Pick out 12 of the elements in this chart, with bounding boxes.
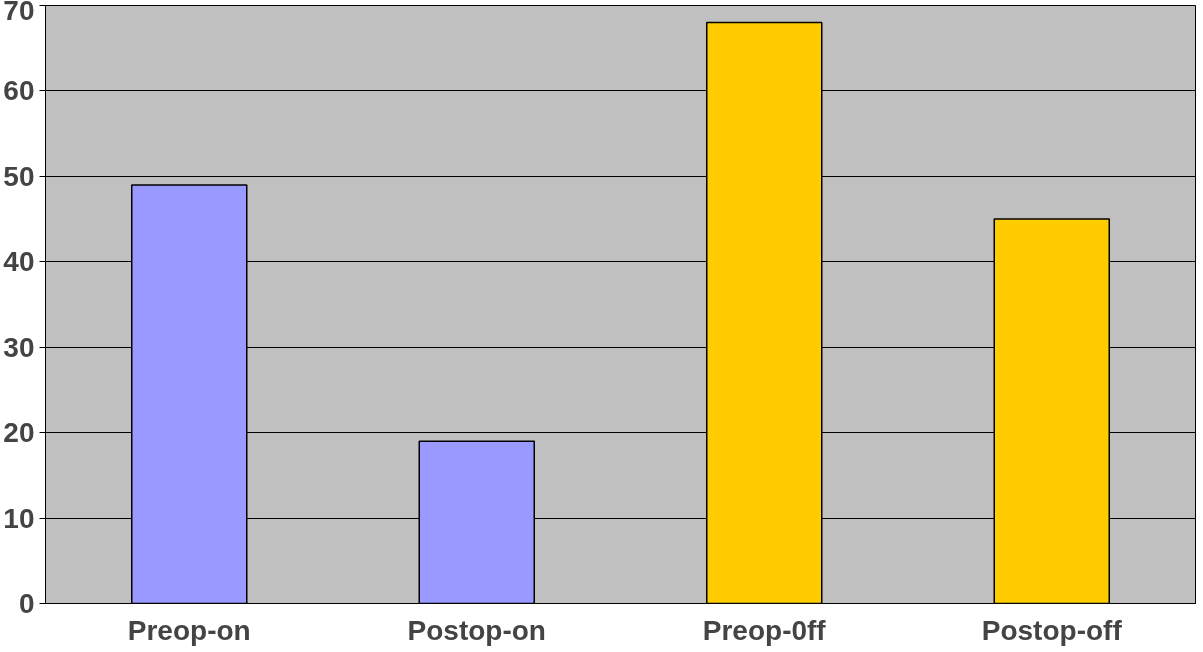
y-tick-label: 30 [3, 331, 35, 363]
x-tick-label: Postop-on [407, 614, 546, 646]
y-tick-label: 0 [18, 588, 35, 619]
y-tick-label: 60 [3, 75, 35, 107]
y-tick-label: 10 [3, 502, 35, 534]
y-tick-label: 20 [3, 417, 35, 449]
x-tick-label: Preop-0ff [702, 614, 827, 646]
y-tick-label: 50 [3, 160, 35, 192]
y-tick-label: 70 [3, 0, 35, 26]
x-tick-label: Preop-on [127, 614, 251, 646]
y-tick-label: 40 [3, 246, 35, 278]
x-tick-label: Postop-off [981, 614, 1123, 646]
